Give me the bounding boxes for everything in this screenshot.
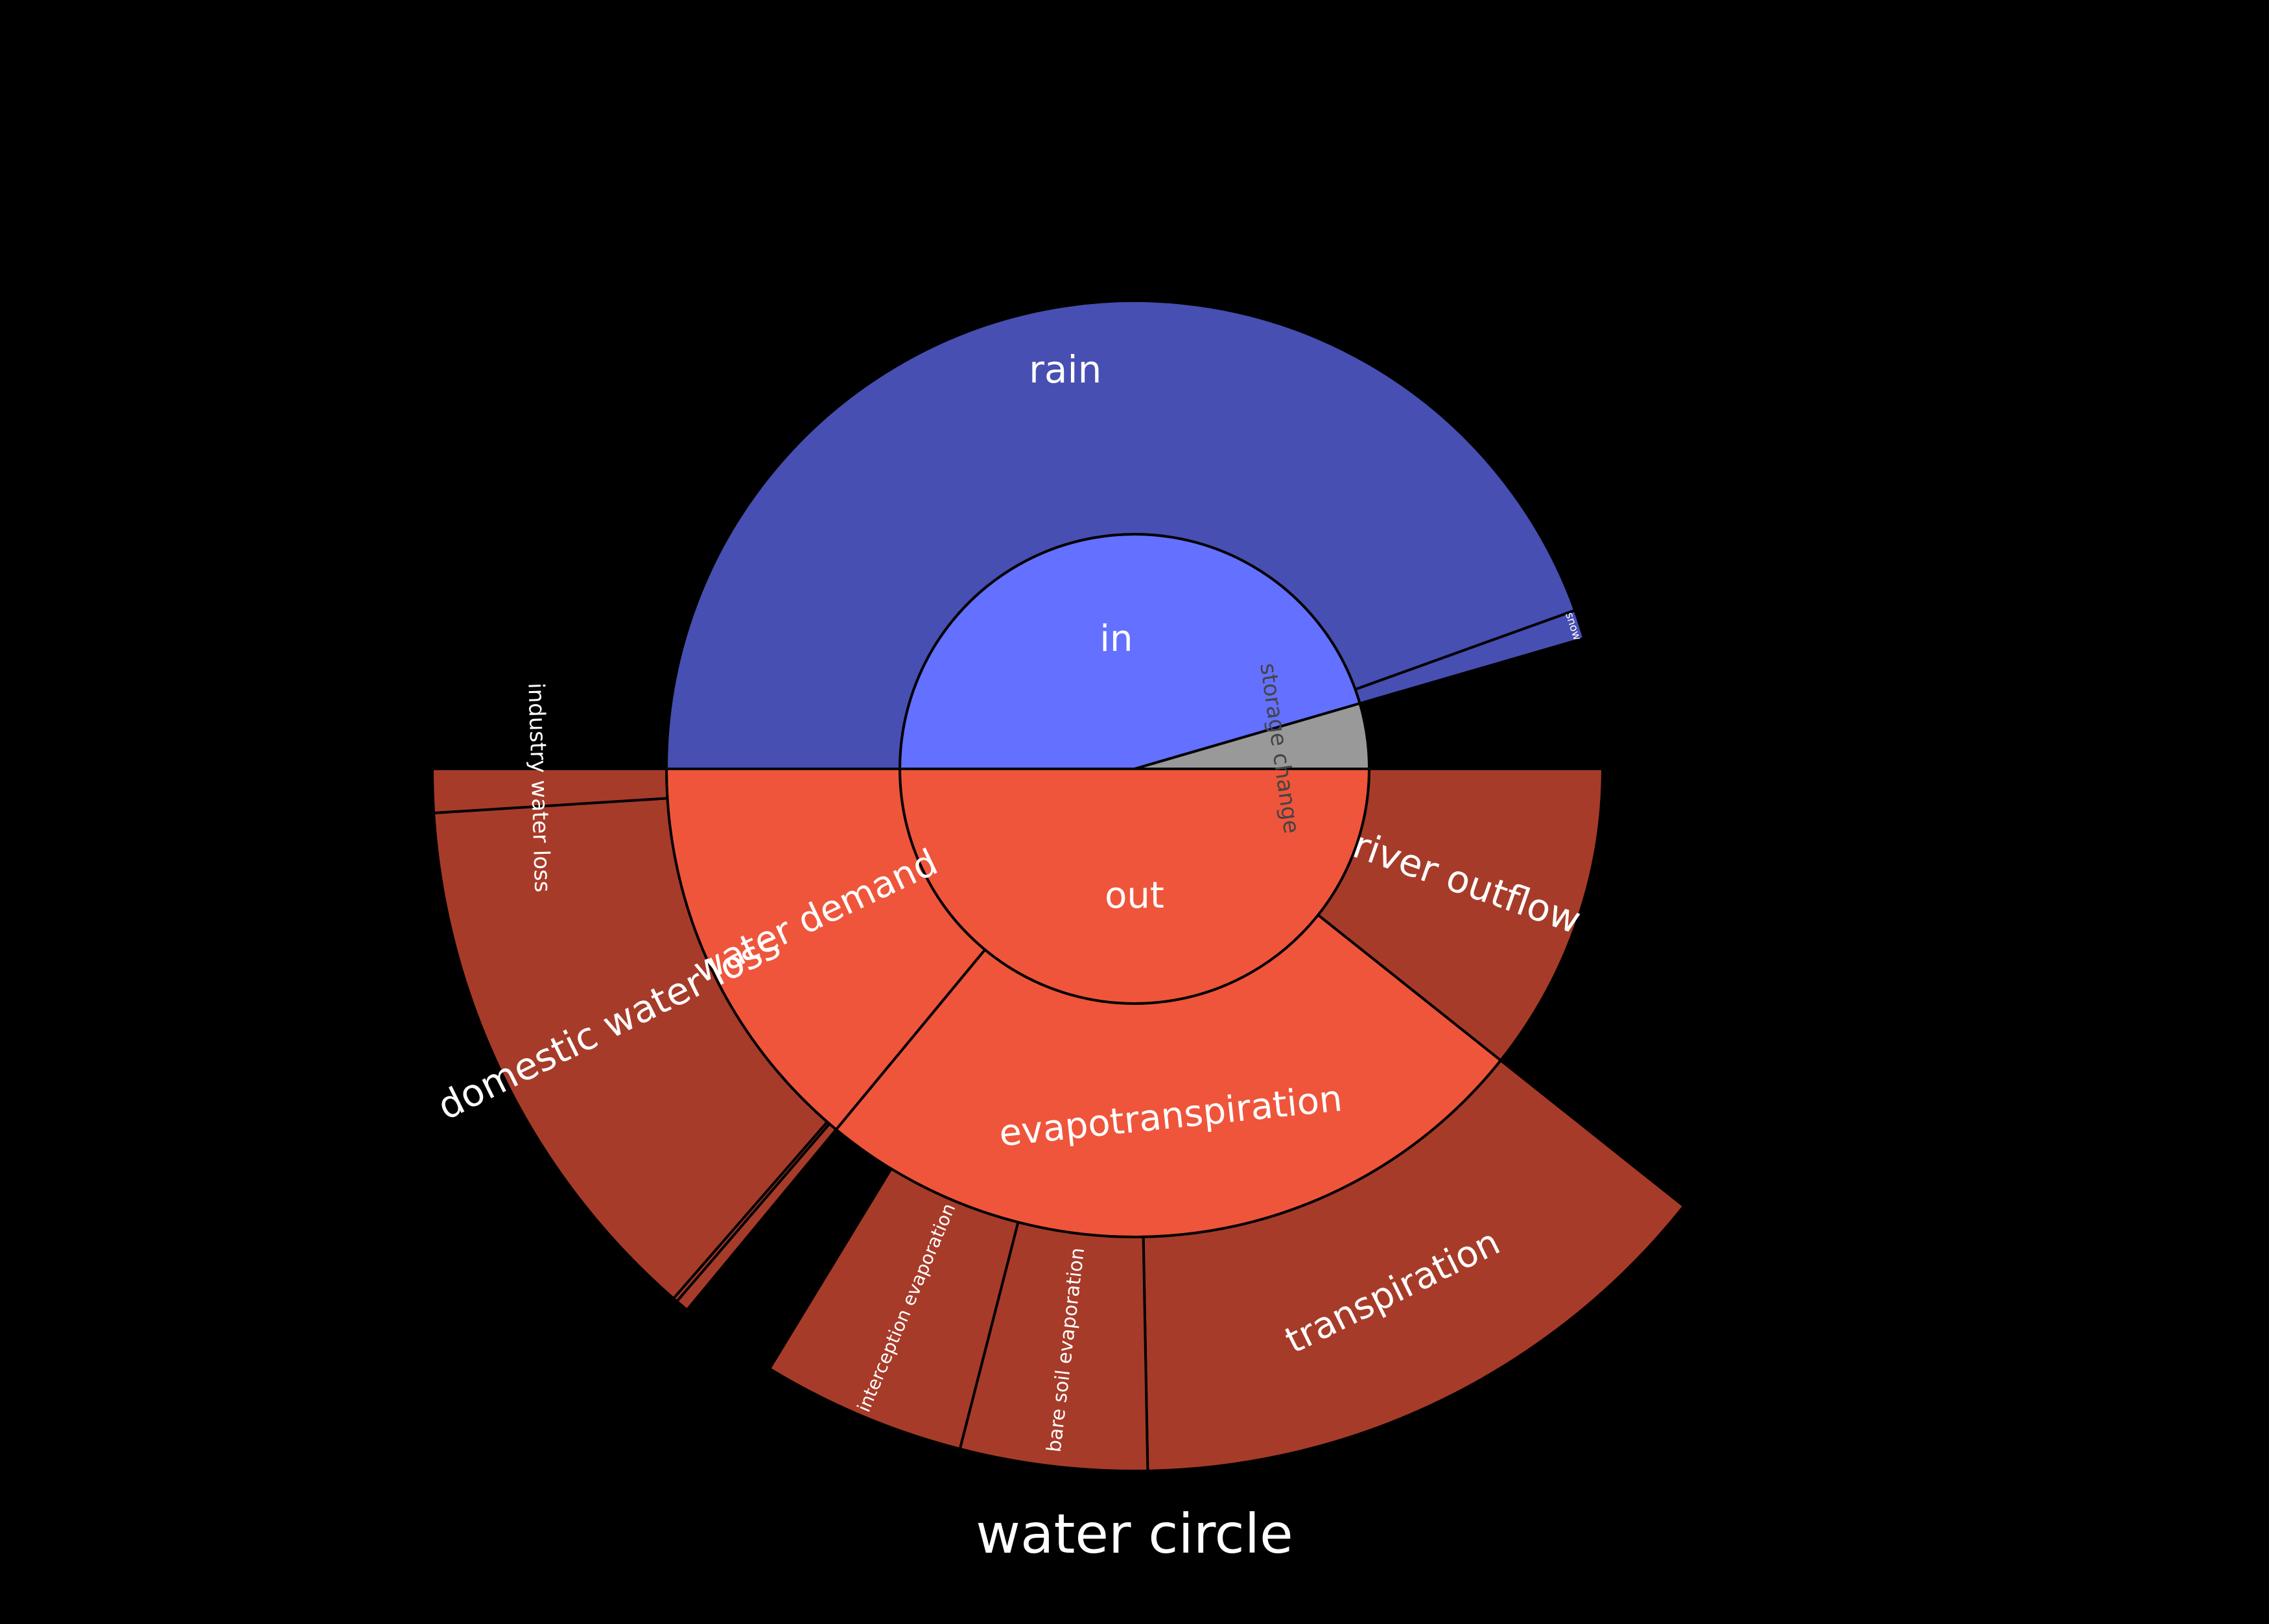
chart-title: water circle — [976, 1502, 1293, 1566]
wedge-outer-transpiration[interactable] — [1142, 1058, 1686, 1472]
label-inner-out: out — [1105, 875, 1164, 917]
sunburst-wedges — [430, 299, 1686, 1472]
wedge-middle-snow[interactable] — [1354, 608, 1586, 705]
wedge-middle-river-outflow[interactable] — [1316, 768, 1605, 1063]
wedge-middle-rain[interactable] — [664, 299, 1577, 770]
wedge-outer-industry-water-loss[interactable] — [430, 768, 669, 815]
wedge-outer-interception-evaporation[interactable] — [768, 1167, 1020, 1451]
label-middle-rain: rain — [1029, 347, 1101, 392]
label-inner-in: in — [1099, 618, 1133, 660]
wedge-outer-domestic-water-loss[interactable] — [432, 797, 829, 1300]
